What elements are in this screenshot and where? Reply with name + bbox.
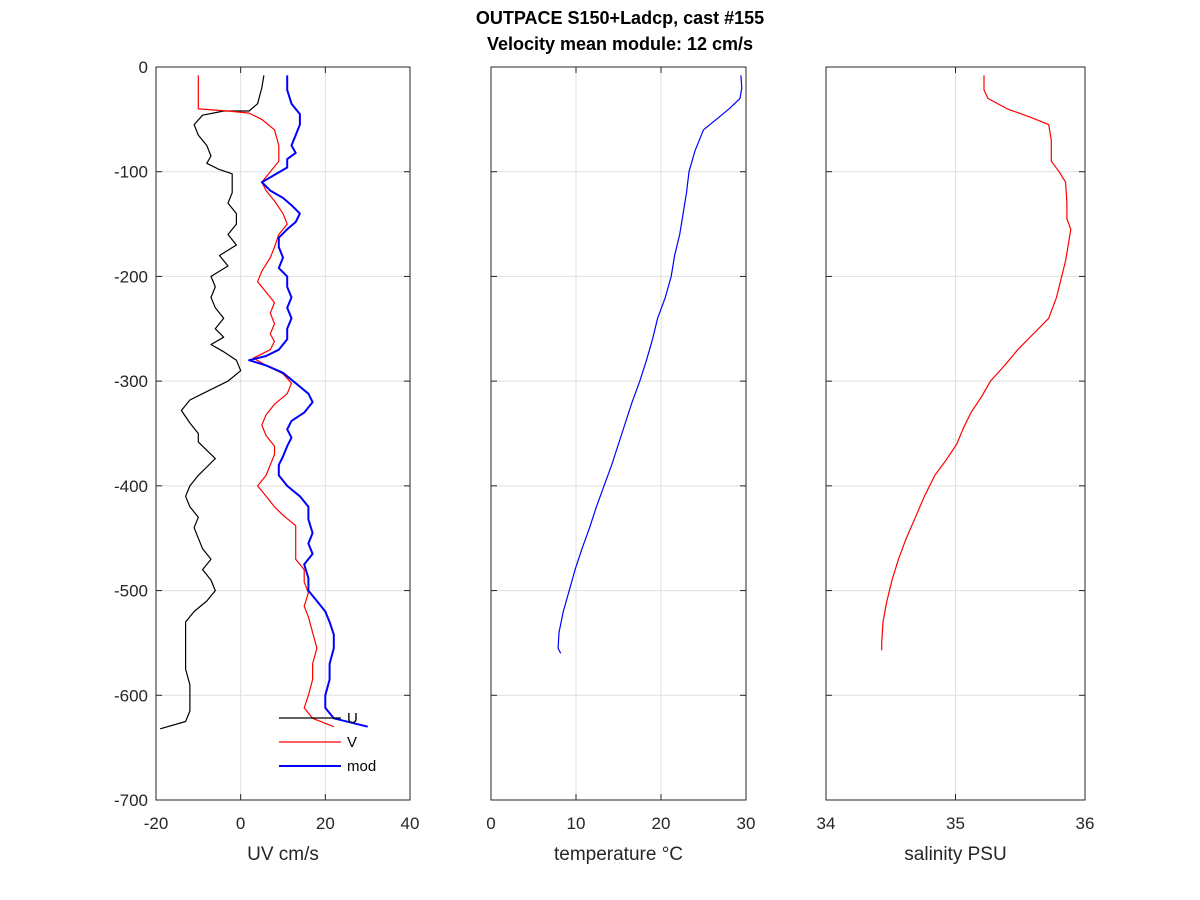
velocity-ytick-label: -500	[114, 582, 148, 601]
salinity-series-profile-line	[881, 75, 1072, 651]
velocity-ytick-label: -400	[114, 477, 148, 496]
velocity-ytick-label: 0	[139, 58, 148, 77]
temperature-axes-box	[490, 66, 747, 801]
temperature-xtick-label: 0	[486, 814, 495, 833]
velocity-xaxis-label: UV cm/s	[247, 844, 319, 865]
velocity-ytick-label: -200	[114, 267, 148, 286]
legend-label-v: V	[347, 734, 357, 751]
velocity-xtick-label: 40	[401, 814, 420, 833]
velocity-series-u-line	[160, 75, 265, 730]
velocity-series-mod-line	[248, 75, 368, 728]
chart-title-line2: Velocity mean module: 12 cm/s	[487, 34, 753, 54]
velocity-axes-box	[155, 66, 411, 801]
legend-label-mod: mod	[347, 758, 376, 775]
velocity-ytick-label: -300	[114, 372, 148, 391]
salinity-xaxis-label: salinity PSU	[904, 844, 1006, 865]
salinity-xtick-label: 35	[946, 814, 965, 833]
velocity-ytick-label: -600	[114, 686, 148, 705]
chart-title-line1: OUTPACE S150+Ladcp, cast #155	[476, 8, 764, 28]
panel-temperature: 0 10 20 30 temperature °C	[486, 66, 756, 865]
velocity-xtick-label: 20	[316, 814, 335, 833]
temperature-xtick-label: 10	[567, 814, 586, 833]
legend-label-u: U	[347, 710, 358, 727]
velocity-xtick-label: 0	[236, 814, 245, 833]
temperature-xtick-label: 30	[737, 814, 756, 833]
subplot-panels: -20 0 20 400-100-200-300-400-500-600-700UV …	[114, 58, 1094, 865]
temperature-xaxis-label: temperature °C	[554, 844, 683, 865]
velocity-ytick-label: -700	[114, 791, 148, 810]
velocity-series-v-line	[197, 75, 335, 728]
panel-salinity: 34 35 36 salinity PSU	[817, 66, 1095, 865]
velocity-xtick-label: -20	[144, 814, 169, 833]
temperature-xtick-label: 20	[652, 814, 671, 833]
panel-velocity: -20 0 20 400-100-200-300-400-500-600-700UV …	[114, 58, 419, 865]
temperature-series-profile-line	[557, 75, 743, 654]
velocity-ytick-label: -100	[114, 163, 148, 182]
salinity-xtick-label: 36	[1076, 814, 1095, 833]
salinity-xtick-label: 34	[817, 814, 836, 833]
